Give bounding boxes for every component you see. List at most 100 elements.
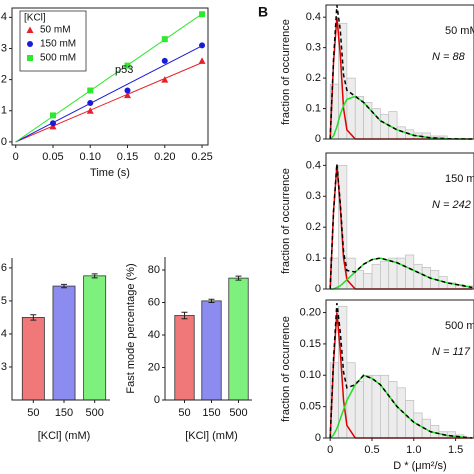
y-axis-label: Fast mode percentage (%) xyxy=(125,263,137,393)
marker xyxy=(161,36,168,43)
hist-bar xyxy=(354,381,364,439)
y-tick-label: 0 xyxy=(315,283,321,295)
marker xyxy=(27,55,33,61)
x-tick-label: 0.05 xyxy=(42,151,63,163)
y-tick-label: 0.10 xyxy=(300,369,321,381)
marker xyxy=(161,57,168,64)
x-tick-label: 0.5 xyxy=(364,444,379,456)
x-tick-label: 1.0 xyxy=(406,444,421,456)
marker xyxy=(124,62,131,69)
axes xyxy=(11,258,110,401)
hist-bar xyxy=(363,374,373,439)
x-tick-label: 0 xyxy=(13,151,19,163)
y-tick-label: 0.1 xyxy=(306,102,321,114)
marker xyxy=(27,41,33,47)
error-bar xyxy=(208,298,215,303)
marker xyxy=(198,57,206,64)
y-tick-label: 6 xyxy=(1,262,7,274)
y-tick-label: 0.4 xyxy=(306,159,321,171)
fit-line xyxy=(15,13,203,143)
y-tick-label: 0 xyxy=(315,133,321,145)
x-tick-label: 0.20 xyxy=(154,151,175,163)
annotation: 50 mM xyxy=(445,25,474,37)
fit-line xyxy=(15,45,203,143)
y-tick-label: 0.20 xyxy=(300,306,321,318)
marker xyxy=(199,11,206,18)
y-tick-label: 0.3 xyxy=(306,42,321,54)
marker xyxy=(26,26,34,33)
y-tick-label: 0.3 xyxy=(306,190,321,202)
axes-frame xyxy=(11,7,209,146)
error-bar xyxy=(30,314,37,321)
legend-label: 50 mM xyxy=(40,25,71,36)
fit-line xyxy=(15,62,203,143)
x-tick-label: 0.10 xyxy=(80,151,101,163)
marker xyxy=(49,112,56,119)
fit-curve xyxy=(329,163,473,290)
x-tick-label: 0 xyxy=(327,444,333,456)
marker xyxy=(86,107,94,114)
hist-bar xyxy=(380,260,390,290)
marker xyxy=(124,91,132,99)
x-axis-label: D * (μm²/s) xyxy=(393,460,446,472)
x-tick-label: 0.15 xyxy=(117,151,138,163)
y-tick-label: 0.05 xyxy=(300,401,321,413)
y-tick-label: 60 xyxy=(148,296,160,308)
hist-bar xyxy=(363,273,373,290)
axes-frame xyxy=(325,4,474,140)
x-tick-label: 50 xyxy=(178,407,190,419)
x-tick-label: 0.25 xyxy=(191,151,212,163)
hist-bar xyxy=(354,270,364,290)
legend-label: 500 mM xyxy=(40,53,76,64)
x-tick-label: 150 xyxy=(202,407,220,419)
y-tick-label: 0.4 xyxy=(306,11,321,23)
hist-bar xyxy=(380,374,390,439)
y-tick-label: 0.3 xyxy=(0,42,7,54)
y-tick-label: 20 xyxy=(148,361,160,373)
y-tick-label: 0 xyxy=(1,136,7,148)
annotation: 150 mM xyxy=(445,173,474,185)
y-tick-label: 3 xyxy=(1,361,7,373)
y-tick-label: 80 xyxy=(148,264,160,276)
x-axis-label: Time (s) xyxy=(90,167,130,179)
y-tick-label: 0.1 xyxy=(306,252,321,264)
hist-bar xyxy=(405,254,415,290)
marker xyxy=(87,99,94,106)
error-bar xyxy=(61,283,67,289)
x-axis-label: [KCl] (mM) xyxy=(38,430,91,442)
x-tick-label: 500 xyxy=(229,407,247,419)
axes-frame xyxy=(325,299,474,439)
annotation: 500 mM xyxy=(445,320,474,332)
x-tick-label: 1.5 xyxy=(448,444,463,456)
y-tick-label: 0.2 xyxy=(0,74,7,86)
fit-curve xyxy=(329,303,473,439)
x-tick-label: 500 xyxy=(85,407,103,419)
annotation: N = 88 xyxy=(432,51,466,63)
marker xyxy=(124,87,131,94)
legend-box xyxy=(19,10,87,72)
axes-frame xyxy=(325,152,474,290)
annotation: N = 242 xyxy=(432,199,471,211)
y-tick-label: 0 xyxy=(315,432,321,444)
bar xyxy=(21,317,45,401)
y-tick-label: 5 xyxy=(1,295,7,307)
x-tick-label: 150 xyxy=(55,407,73,419)
y-tick-label: 0.1 xyxy=(0,105,7,117)
hist-bar xyxy=(371,263,381,290)
bar xyxy=(201,300,222,401)
annotation: N = 117 xyxy=(432,346,471,358)
error-bar xyxy=(181,311,188,320)
y-tick-label: 0.15 xyxy=(300,338,321,350)
bar xyxy=(52,285,76,401)
error-bar xyxy=(91,273,98,279)
y-tick-label: 0.2 xyxy=(306,221,321,233)
y-tick-label: 40 xyxy=(148,329,160,341)
marker xyxy=(199,42,206,49)
panel-label: B xyxy=(258,4,268,20)
hist-bar xyxy=(380,114,390,140)
bar xyxy=(228,277,249,401)
y-tick-label: 4 xyxy=(1,328,7,340)
legend-title: [KCl] xyxy=(24,13,46,24)
marker xyxy=(161,76,169,83)
y-axis-label: fraction of occurrence xyxy=(280,316,292,422)
